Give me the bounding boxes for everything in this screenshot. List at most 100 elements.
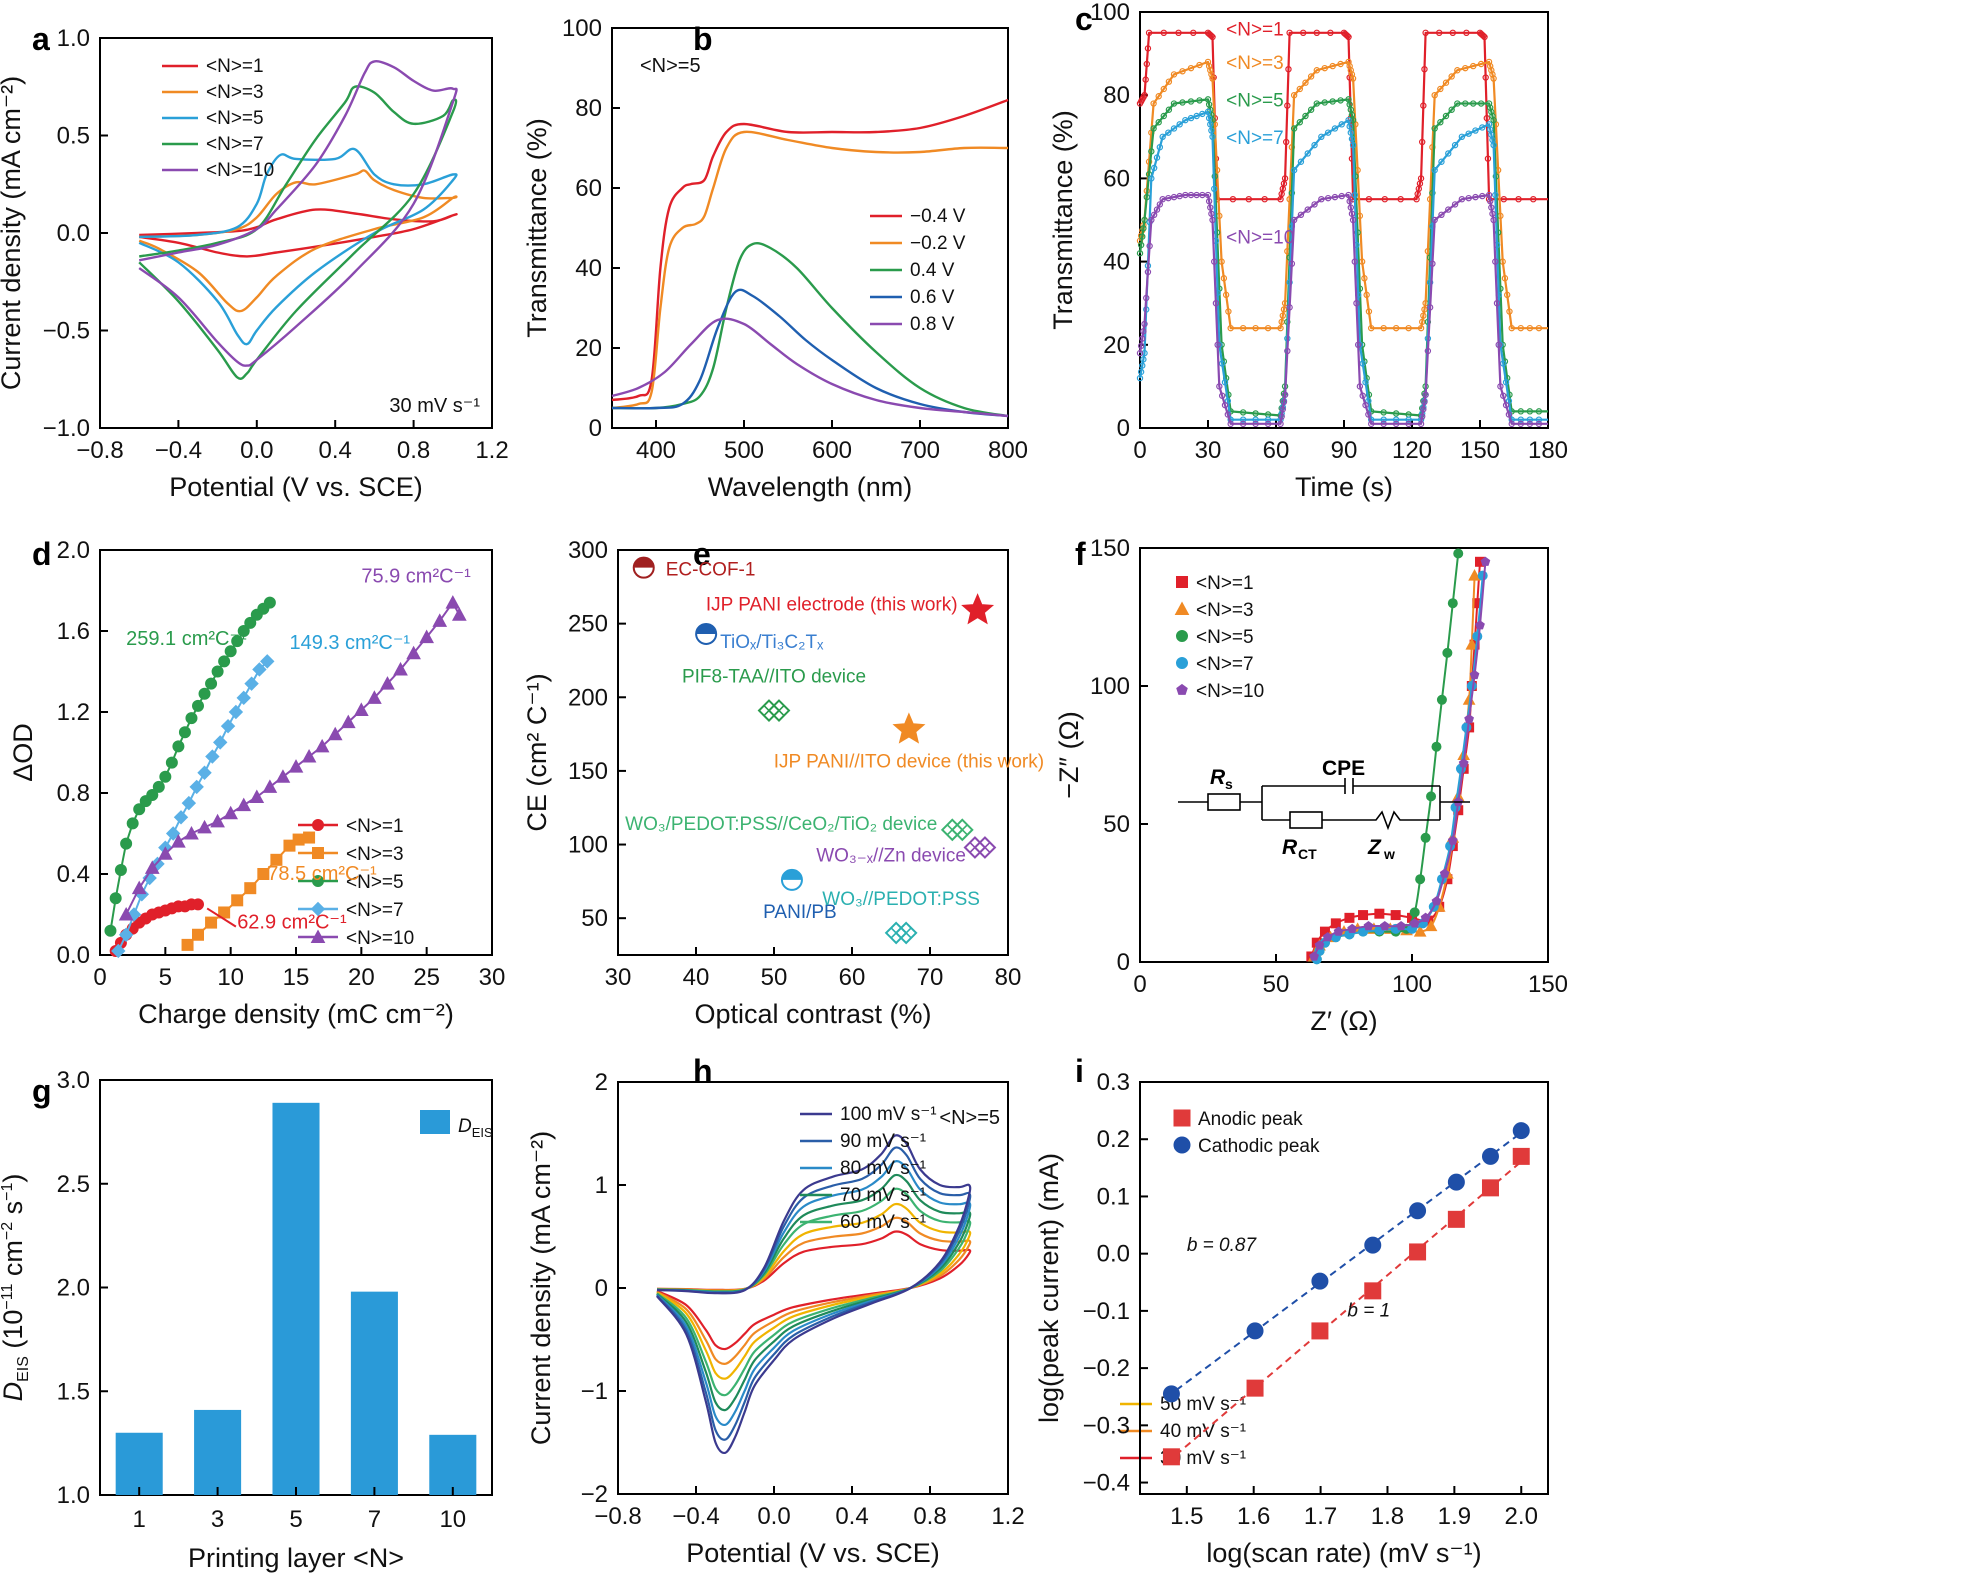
switching-point [1426,304,1434,311]
y-tick-label: 60 [1103,165,1130,192]
switching-point [1136,349,1144,357]
switching-point [1486,198,1494,205]
curve-label: <N>=7 [1226,128,1284,149]
nyquist-point [1431,896,1442,906]
switching-point [1420,406,1427,413]
panel-d-coloration-efficiency: d 0 5 10 15 20 25 30 0.0 0.4 0.8 1.2 1.6 2.0 Charge de… [8,536,505,1029]
nyquist-point [1330,918,1341,929]
switching-point [1150,164,1158,172]
ce-point [223,805,239,820]
legend-label: Cathodic peak [1198,1136,1320,1157]
ce-point [171,834,186,848]
ce-point [197,765,212,780]
ce-point [393,661,408,676]
peak-point [1364,1282,1382,1300]
ce-point [146,789,159,802]
x-tick-label: 1.7 [1304,1503,1337,1530]
x-tick-label: 700 [900,437,940,464]
x-tick-label: 0 [93,964,106,991]
legend-label: <N>=10 [206,160,274,181]
y-tick-label: 0.2 [1097,1126,1130,1153]
ce-point [340,714,356,729]
switching-point [1218,392,1226,399]
switching-point [1187,114,1195,122]
y-tick-label: −1 [581,1378,608,1405]
switching-point [1488,67,1495,74]
switching-point [1348,210,1356,217]
switching-point [1367,324,1375,332]
y-tick-label: 80 [1103,82,1130,109]
switching-point [1502,379,1510,386]
switching-point [1486,62,1494,70]
switching-point [1190,29,1197,36]
switching-point [1313,100,1321,107]
switching-point [1526,416,1534,423]
switching-point [1517,420,1525,428]
curve-label: <N>=3 [1226,53,1284,74]
panel-b-transmittance-spectra: b 400 500 600 700 800 0 20 40 60 80 100 Wavelength (… [522,15,1028,502]
ce-point [301,749,317,763]
switching-point [1264,324,1272,332]
switching-point [1490,216,1497,224]
peak-point [1311,1322,1329,1340]
comparison-marker [632,556,655,579]
switching-point [1469,62,1477,70]
comparison-marker [695,622,718,645]
peak-point [1512,1122,1530,1140]
y-axis-label-part: s [0,1201,28,1222]
ce-point [178,726,191,739]
switching-point [1290,166,1298,174]
ce-point [114,863,127,876]
comparison-label: IJP PANI//ITO device (this work) [774,752,1044,773]
switching-point [1221,379,1229,386]
switching-point [1156,201,1164,208]
panel-letter: f [1075,536,1086,572]
switching-point [1280,398,1288,406]
switching-point [1526,324,1534,332]
switching-point [1479,192,1486,200]
panel-e-ce-comparison: e 30 40 50 60 70 80 50 100 150 200 250 300 Optical co… [522,536,1044,1029]
switching-point [1479,124,1486,131]
y-tick-label: 80 [575,95,602,122]
switching-point [1429,260,1436,267]
switching-point [1535,324,1543,332]
panel-a-cv-layers: a −0.8 −0.4 0.0 0.4 0.8 1.2 −1.0 −0.5 0.0 0.5 1.0 Po… [0,21,509,502]
ce-point [244,616,257,629]
x-tick-label: 90 [1331,437,1358,464]
plot-frame [1139,11,1549,429]
switching-point [1458,195,1466,203]
switching-point [1437,119,1444,126]
switching-point [1216,383,1223,390]
switching-point [1458,133,1466,140]
panel-letter: a [32,21,50,57]
switching-point [1148,148,1155,155]
switching-point [1205,62,1213,70]
switching-point [1150,211,1158,218]
y-tick-label: 1.0 [57,1482,90,1509]
comparison-label: IJP PANI electrode (this work) [706,594,958,615]
switching-point [1515,195,1522,203]
x-axis-label: Wavelength (nm) [708,472,913,502]
switching-point [1405,420,1412,428]
ce-point [205,677,218,690]
switching-point [1299,29,1307,36]
y-tick-label: 1.2 [57,699,90,726]
switching-point [1344,32,1351,40]
x-tick-label: 10 [217,964,244,991]
switching-point [1264,416,1272,423]
comparison-marker [961,593,995,625]
switching-point [1526,420,1534,428]
switching-point [1346,62,1353,70]
switching-point [1420,312,1427,319]
switching-point [1290,91,1298,99]
y-tick-label: 0.5 [57,123,90,150]
panel-i-log-log-fit: i 1.5 1.6 1.7 1.8 1.9 2.0 −0.4 −0.3 −0.2 −0.1 0.0 0.… [1034,1053,1549,1568]
switching-point [1422,391,1429,398]
switching-point [1451,201,1459,208]
switching-point [1209,75,1216,82]
switching-point [1327,29,1334,36]
x-tick-label: 60 [1263,437,1290,464]
cv-rate-curve-5 [656,1202,972,1380]
switching-point [1279,312,1287,319]
legend-label: <N>=7 [206,134,264,155]
